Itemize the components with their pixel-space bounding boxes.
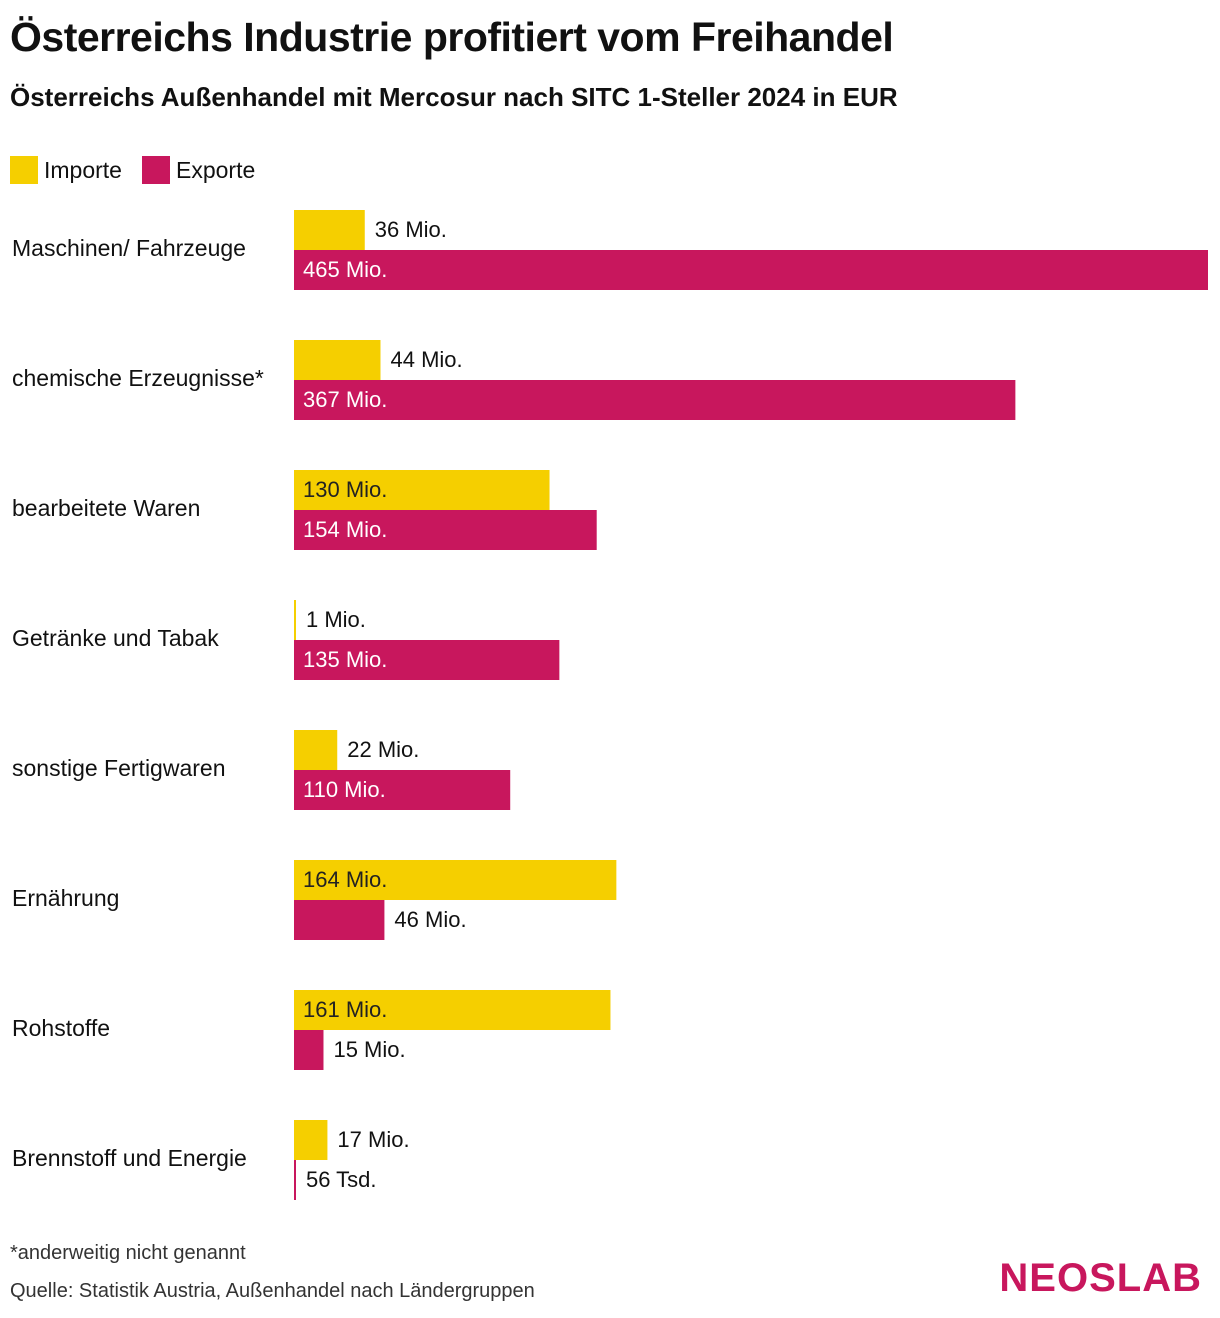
bar-exports [294,1160,296,1200]
bar-exports [294,250,1208,290]
bar-imports [294,600,296,640]
category-label: Getränke und Tabak [12,625,219,651]
category-label: Rohstoffe [12,1015,110,1041]
value-label-exports: 367 Mio. [303,387,387,412]
bar-imports [294,1120,328,1160]
value-label-imports: 22 Mio. [347,737,419,762]
legend-item-exports: Exporte [141,156,256,184]
value-label-imports: 130 Mio. [303,477,387,502]
value-label-exports: 465 Mio. [303,257,387,282]
legend: Importe Exporte [10,155,275,185]
bar-exports [294,770,511,810]
value-label-imports: 36 Mio. [375,217,447,242]
value-label-exports: 56 Tsd. [306,1167,377,1192]
value-label-exports: 15 Mio. [333,1037,405,1062]
value-label-exports: 135 Mio. [303,647,387,672]
legend-swatch-imports [10,156,38,184]
value-label-imports: 161 Mio. [303,997,387,1022]
chart-subtitle: Österreichs Außenhandel mit Mercosur nac… [10,82,898,112]
bar-imports [294,860,617,900]
bar-exports [294,900,385,940]
value-label-exports: 46 Mio. [394,907,466,932]
category-label: Ernährung [12,885,119,911]
value-label-imports: 164 Mio. [303,867,387,892]
bar-exports [294,510,597,550]
category-label: chemische Erzeugnisse* [12,365,264,391]
category-label: Brennstoff und Energie [12,1145,247,1171]
value-label-imports: 44 Mio. [390,347,462,372]
category-label: sonstige Fertigwaren [12,755,226,781]
bar-exports [294,380,1016,420]
bar-imports [294,470,550,510]
bar-exports [294,1030,324,1070]
source-note: Quelle: Statistik Austria, Außenhandel n… [10,1280,535,1302]
bar-imports [294,990,611,1030]
chart-title: Österreichs Industrie profitiert vom Fre… [10,14,894,60]
category-label: bearbeitete Waren [12,495,200,521]
value-label-imports: 17 Mio. [337,1127,409,1152]
value-label-exports: 154 Mio. [303,517,387,542]
bar-imports [294,340,381,380]
legend-label-exports: Exporte [175,156,256,183]
bar-imports [294,210,365,250]
category-label: Maschinen/ Fahrzeuge [12,235,246,261]
footnote: *anderweitig nicht genannt [10,1242,246,1264]
value-label-imports: 1 Mio. [306,607,366,632]
legend-label-imports: Importe [44,156,122,183]
bar-exports [294,640,560,680]
bar-imports [294,730,338,770]
neoslab-logo: NEOSLAB [999,1256,1202,1300]
value-label-exports: 110 Mio. [303,777,386,802]
legend-swatch-exports [141,156,170,184]
legend-item-imports: Importe [10,156,122,184]
